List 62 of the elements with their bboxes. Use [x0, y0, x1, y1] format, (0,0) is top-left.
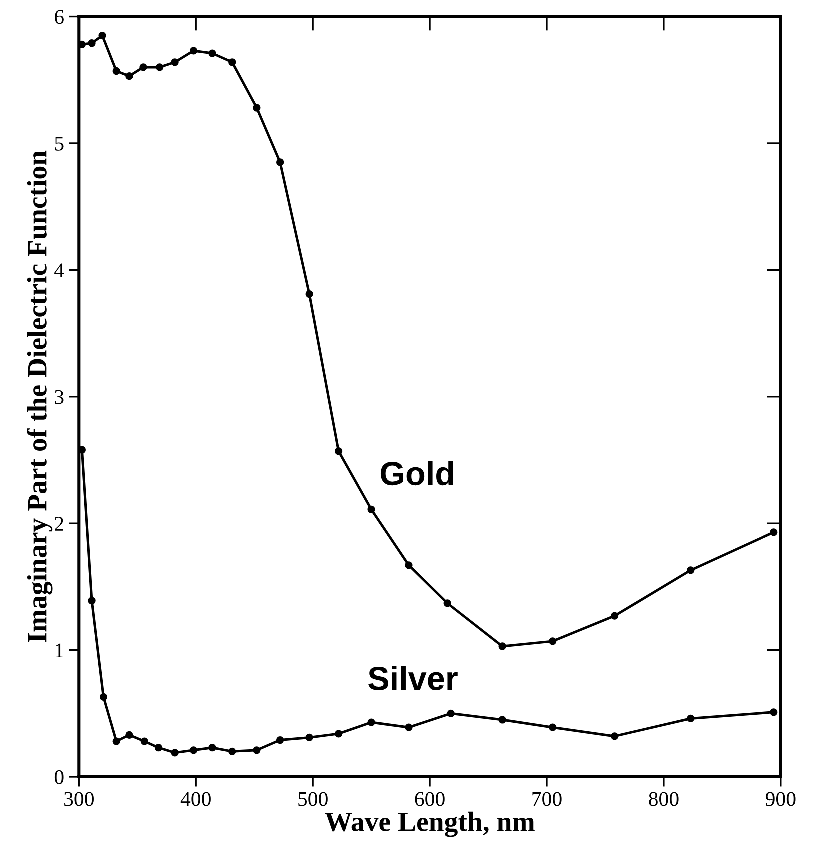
point [334, 730, 343, 738]
series-label: Gold [380, 461, 454, 486]
point [334, 448, 343, 456]
point [368, 506, 376, 514]
point [112, 67, 120, 76]
point [98, 32, 106, 40]
x-tick-label: 900 [766, 792, 796, 806]
y-axis-title: Imaginary Part of the Dielectric Function [27, 150, 53, 642]
point [611, 612, 619, 620]
point [253, 746, 261, 754]
point [549, 724, 557, 732]
point [140, 738, 148, 746]
point [88, 40, 96, 48]
point [306, 290, 314, 298]
x-tick-label: 300 [64, 792, 94, 806]
point [171, 749, 179, 757]
point [498, 642, 506, 650]
y-tick-label: 4 [54, 264, 64, 278]
point [687, 566, 695, 574]
point [156, 64, 164, 72]
point [154, 744, 163, 752]
point [405, 562, 413, 570]
x-tick-label: 400 [180, 792, 211, 806]
point [770, 708, 778, 716]
y-tick-label: 0 [54, 770, 64, 784]
point [687, 714, 695, 723]
point [444, 600, 452, 608]
x-tick-label: 800 [649, 792, 679, 806]
x-axis-title: Wave Length, nm [325, 812, 535, 838]
point [171, 58, 179, 66]
point [126, 72, 134, 80]
point [368, 718, 376, 726]
y-tick-label: 1 [56, 644, 64, 658]
y-tick-label: 3 [55, 390, 64, 404]
y-tick-label: 5 [55, 137, 64, 151]
point [276, 158, 284, 166]
x-tick-label: 500 [298, 792, 328, 806]
point [447, 710, 455, 718]
point [228, 748, 236, 756]
point [140, 64, 148, 72]
point [611, 732, 619, 740]
point [549, 638, 557, 646]
point [306, 734, 314, 742]
point [126, 731, 134, 740]
point [100, 693, 108, 702]
point [498, 716, 506, 724]
y-tick-label: 6 [55, 10, 64, 24]
y-tick-label: 2 [55, 517, 64, 531]
point [405, 724, 413, 732]
series-label: Silver [368, 666, 458, 691]
point [208, 50, 216, 58]
point [88, 597, 96, 605]
point [190, 746, 198, 754]
point [190, 47, 198, 55]
point [208, 744, 216, 752]
point [112, 738, 120, 746]
point [228, 58, 236, 66]
point [770, 528, 778, 536]
x-tick-label: 600 [415, 792, 445, 806]
point [253, 104, 261, 112]
x-tick-label: 700 [532, 792, 562, 806]
point [276, 736, 284, 744]
